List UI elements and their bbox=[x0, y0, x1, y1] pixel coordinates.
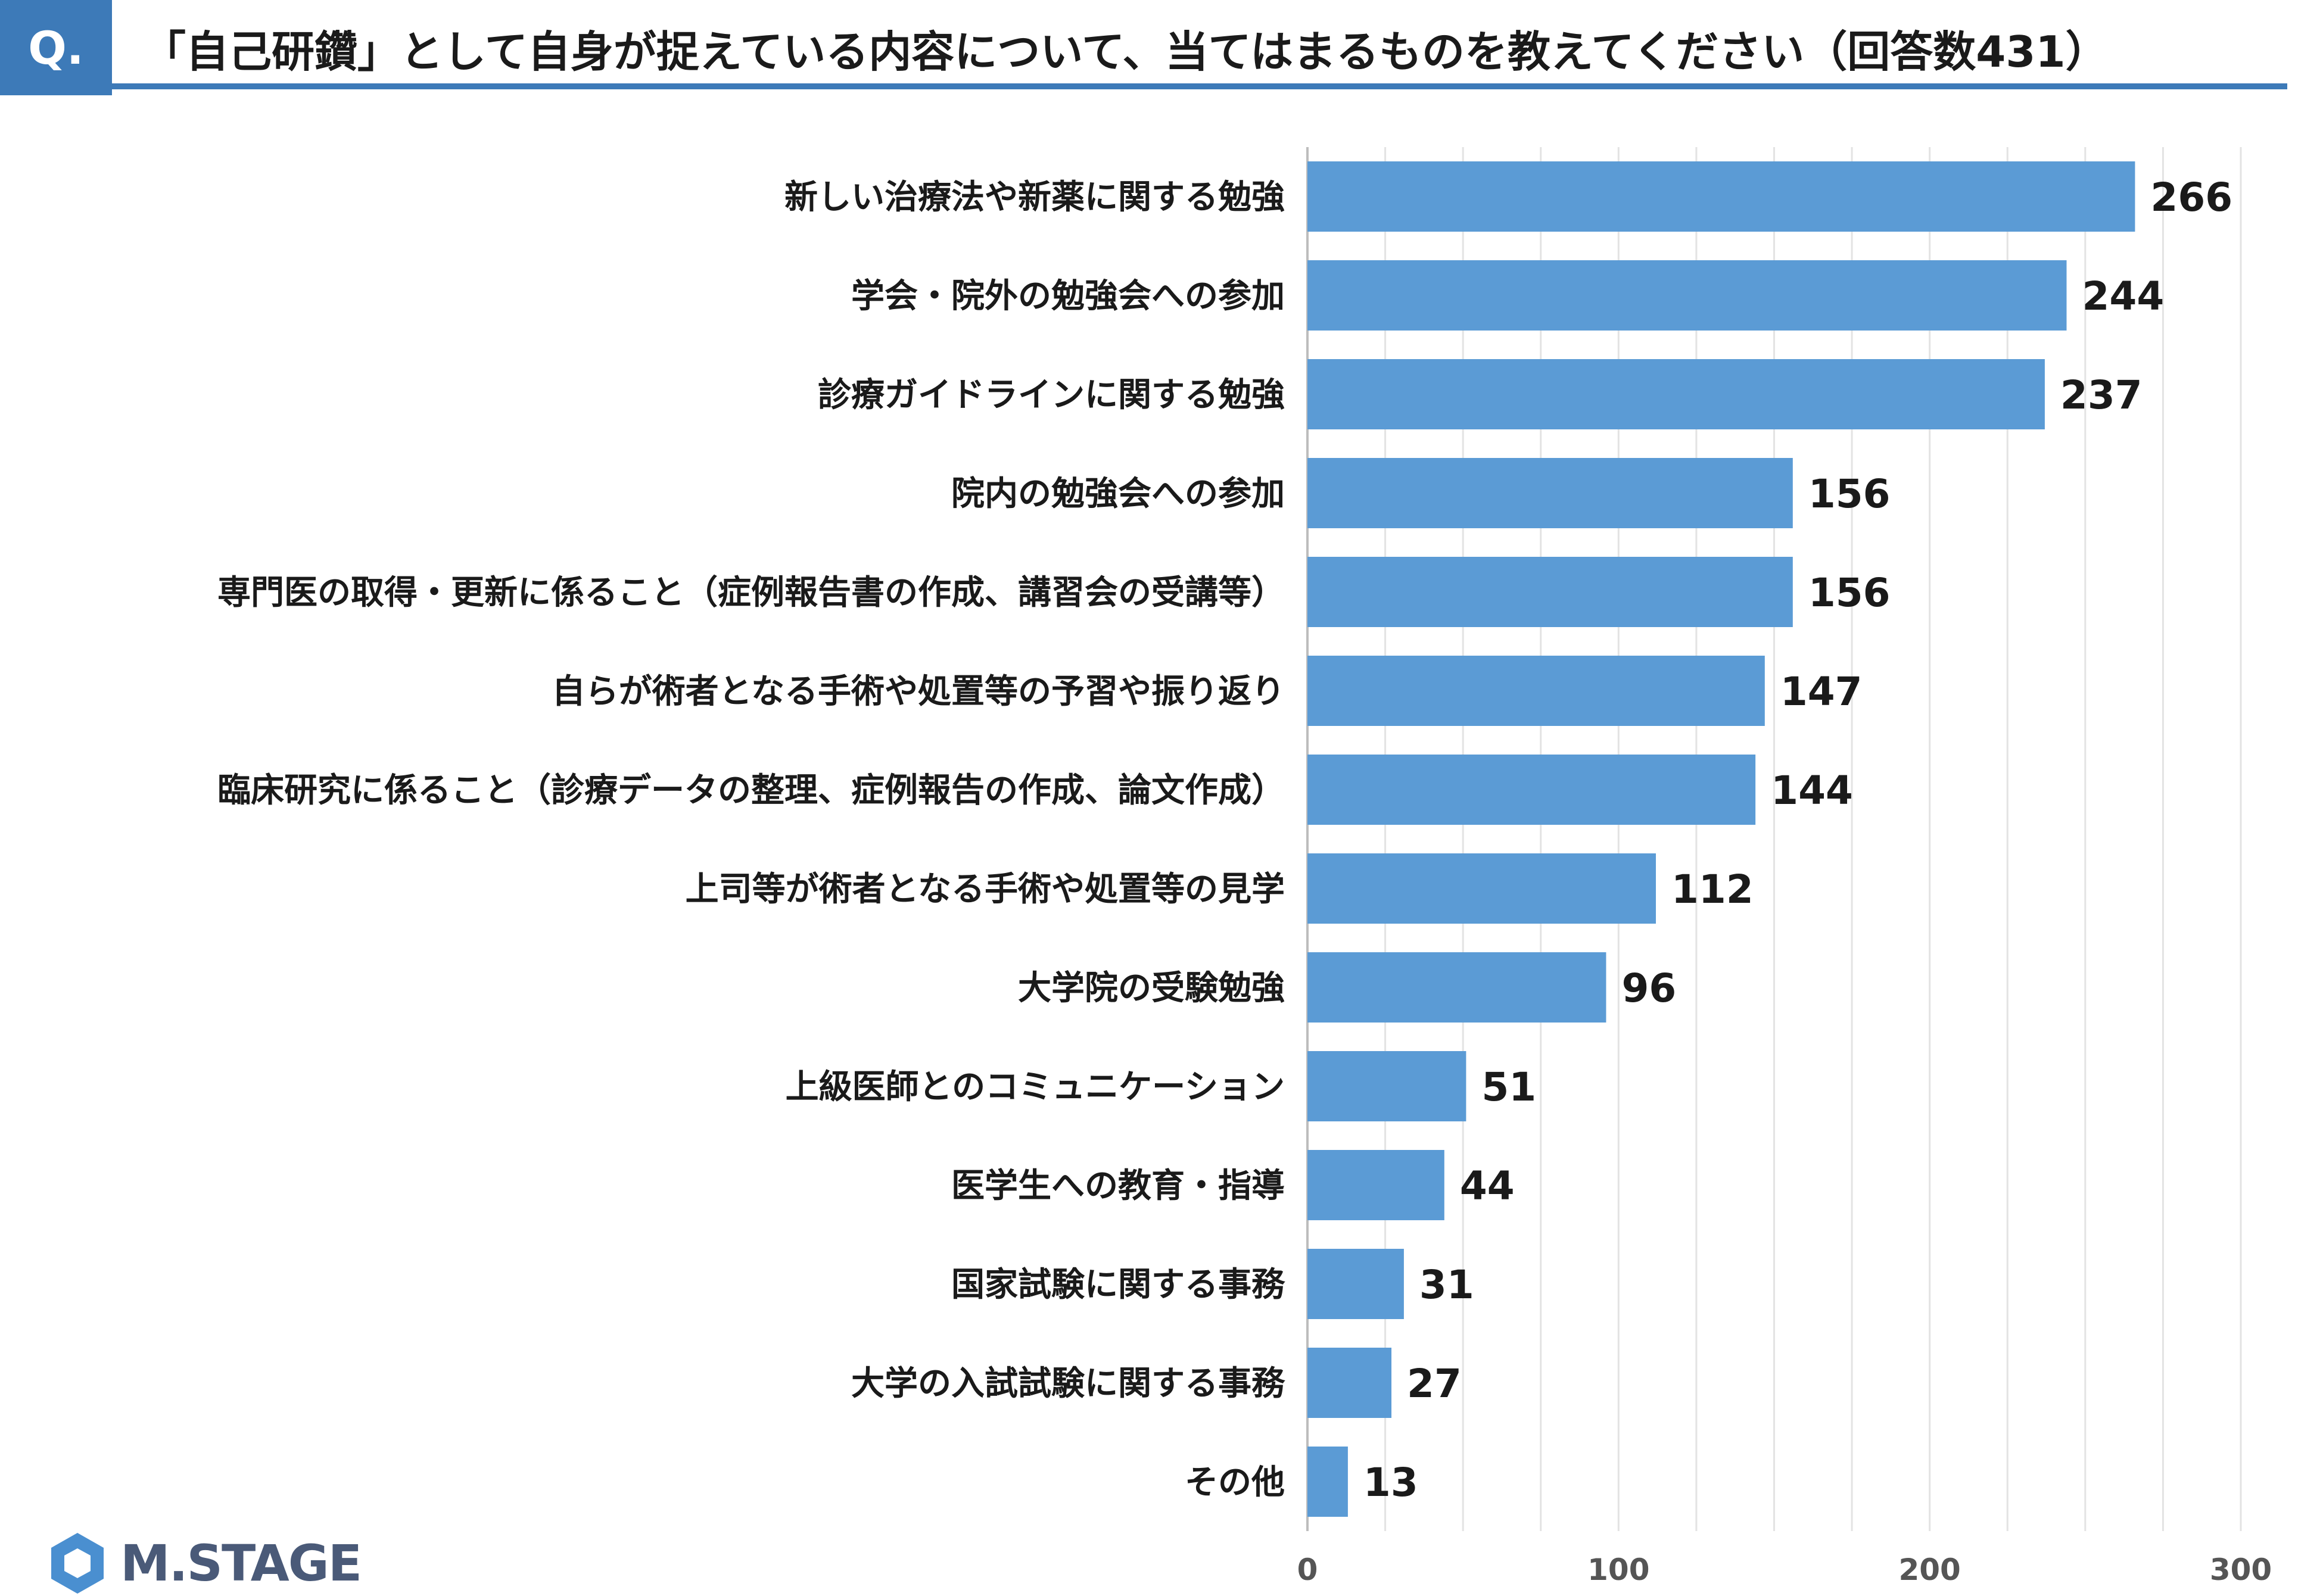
question-badge: Q. bbox=[0, 0, 112, 95]
logo-text: M.STAGE bbox=[120, 1534, 362, 1592]
mstage-logo: M.STAGE bbox=[48, 1530, 362, 1596]
category-label: 上司等が術者となる手術や処置等の見学 bbox=[686, 870, 1285, 909]
bar bbox=[1307, 755, 1756, 825]
hexagon-logo-icon bbox=[51, 1533, 104, 1594]
category-label: 自らが術者となる手術や処置等の予習や振り返り bbox=[552, 672, 1285, 711]
x-tick-label: 100 bbox=[1587, 1553, 1649, 1587]
category-label: 医学生への教育・指導 bbox=[951, 1167, 1285, 1205]
bar bbox=[1307, 853, 1656, 924]
bar bbox=[1307, 656, 1765, 726]
value-label: 237 bbox=[2060, 372, 2143, 418]
x-axis-ticks: 0 100 200 300 bbox=[1297, 1553, 2272, 1587]
category-label: 専門医の取得・更新に係ること（症例報告書の作成、講習会の受講等） bbox=[217, 573, 1285, 612]
bar bbox=[1307, 557, 1793, 627]
value-label: 31 bbox=[1419, 1262, 1474, 1308]
category-label: 大学院の受験勉強 bbox=[1018, 969, 1285, 1008]
value-label: 266 bbox=[2150, 174, 2232, 220]
bar bbox=[1307, 359, 2045, 429]
value-label: 13 bbox=[1363, 1460, 1418, 1505]
bar bbox=[1307, 1447, 1348, 1517]
x-tick-label: 200 bbox=[1898, 1553, 1960, 1587]
category-label: 院内の勉強会への参加 bbox=[951, 475, 1285, 513]
value-label: 156 bbox=[1808, 471, 1891, 517]
title-underline bbox=[112, 83, 2287, 89]
category-label: 新しい治療法や新薬に関する勉強 bbox=[784, 178, 1285, 217]
category-labels: 新しい治療法や新薬に関する勉強学会・院外の勉強会への参加診療ガイドラインに関する… bbox=[217, 178, 1285, 1502]
category-label: 臨床研究に係ること（診療データの整理、症例報告の作成、論文作成） bbox=[217, 771, 1285, 810]
bar-chart: 新しい治療法や新薬に関する勉強学会・院外の勉強会への参加診療ガイドラインに関する… bbox=[217, 147, 2272, 1587]
bar bbox=[1307, 1150, 1444, 1220]
bar bbox=[1307, 161, 2135, 232]
value-labels: 266 244 237 156 156 147 144 112 96 51 44 31 27 13 bbox=[1363, 174, 2232, 1505]
category-label: その他 bbox=[1185, 1463, 1285, 1502]
category-label: 国家試験に関する事務 bbox=[951, 1265, 1285, 1304]
value-label: 112 bbox=[1671, 866, 1754, 912]
value-label: 244 bbox=[2082, 273, 2164, 319]
bar bbox=[1307, 1249, 1404, 1319]
value-label: 51 bbox=[1481, 1064, 1536, 1110]
value-label: 144 bbox=[1771, 768, 1853, 813]
value-label: 96 bbox=[1621, 965, 1676, 1011]
bars bbox=[1307, 161, 2135, 1517]
value-label: 156 bbox=[1808, 570, 1891, 616]
bar bbox=[1307, 458, 1793, 528]
category-label: 診療ガイドラインに関する勉強 bbox=[818, 376, 1285, 414]
category-label: 大学の入試試験に関する事務 bbox=[851, 1364, 1285, 1403]
grid-lines bbox=[1306, 147, 2242, 1531]
bar bbox=[1307, 952, 1606, 1023]
bar bbox=[1307, 260, 2067, 331]
value-label: 147 bbox=[1780, 669, 1863, 715]
header: Q. 「自己研鑽」として自身が捉えている内容について、当てはまるものを教えてくだ… bbox=[0, 0, 2287, 95]
x-tick-label: 0 bbox=[1297, 1553, 1318, 1587]
value-label: 44 bbox=[1460, 1163, 1515, 1209]
x-tick-label: 300 bbox=[2210, 1553, 2272, 1587]
bar bbox=[1307, 1348, 1392, 1418]
category-label: 上級医師とのコミュニケーション bbox=[786, 1068, 1285, 1106]
bar bbox=[1307, 1051, 1466, 1121]
value-label: 27 bbox=[1407, 1361, 1462, 1407]
chart-title: 「自己研鑽」として自身が捉えている内容について、当てはまるものを教えてください（… bbox=[143, 26, 2109, 77]
category-label: 学会・院外の勉強会への参加 bbox=[851, 277, 1285, 316]
